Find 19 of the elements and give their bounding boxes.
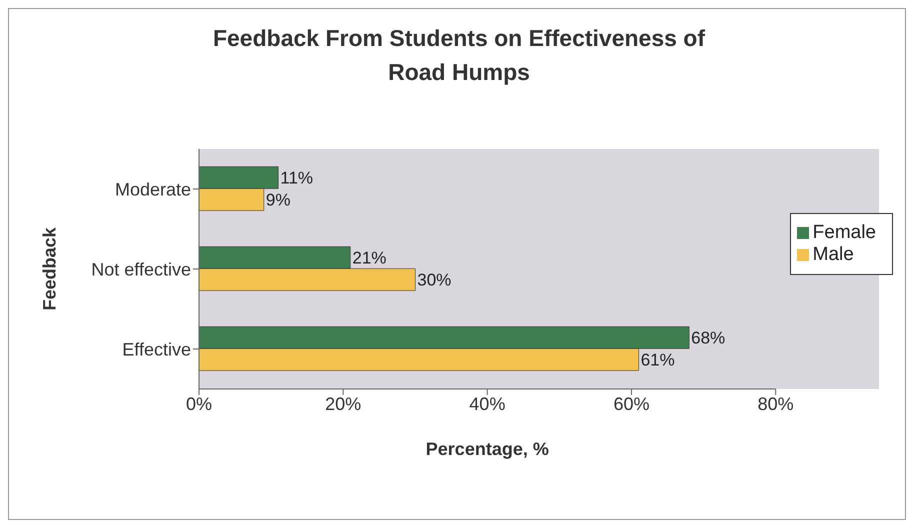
y-tick-label: Not effective	[91, 259, 191, 280]
x-tick-label: 80%	[758, 394, 794, 414]
data-label: 68%	[691, 328, 726, 348]
data-label: 61%	[640, 350, 675, 370]
y-tick-label: Moderate	[114, 179, 191, 200]
data-label: 30%	[417, 270, 452, 290]
legend-label: Male	[812, 244, 854, 265]
chart-title: Feedback From Students on Effectiveness of Road Humps	[212, 24, 706, 87]
data-label: 9%	[266, 190, 290, 210]
legend-label: Female	[812, 222, 876, 243]
data-label: 21%	[352, 248, 386, 268]
x-axis-title: Percentage, %	[426, 439, 549, 459]
x-tick-label: 20%	[325, 394, 362, 414]
y-tick-label: Effective	[122, 339, 191, 360]
data-label: 11%	[280, 168, 314, 188]
x-tick-label: 40%	[469, 394, 506, 414]
x-tick-label: 0%	[186, 394, 212, 414]
x-tick-label: 60%	[613, 394, 650, 414]
y-axis-title: Feedback	[39, 226, 60, 311]
